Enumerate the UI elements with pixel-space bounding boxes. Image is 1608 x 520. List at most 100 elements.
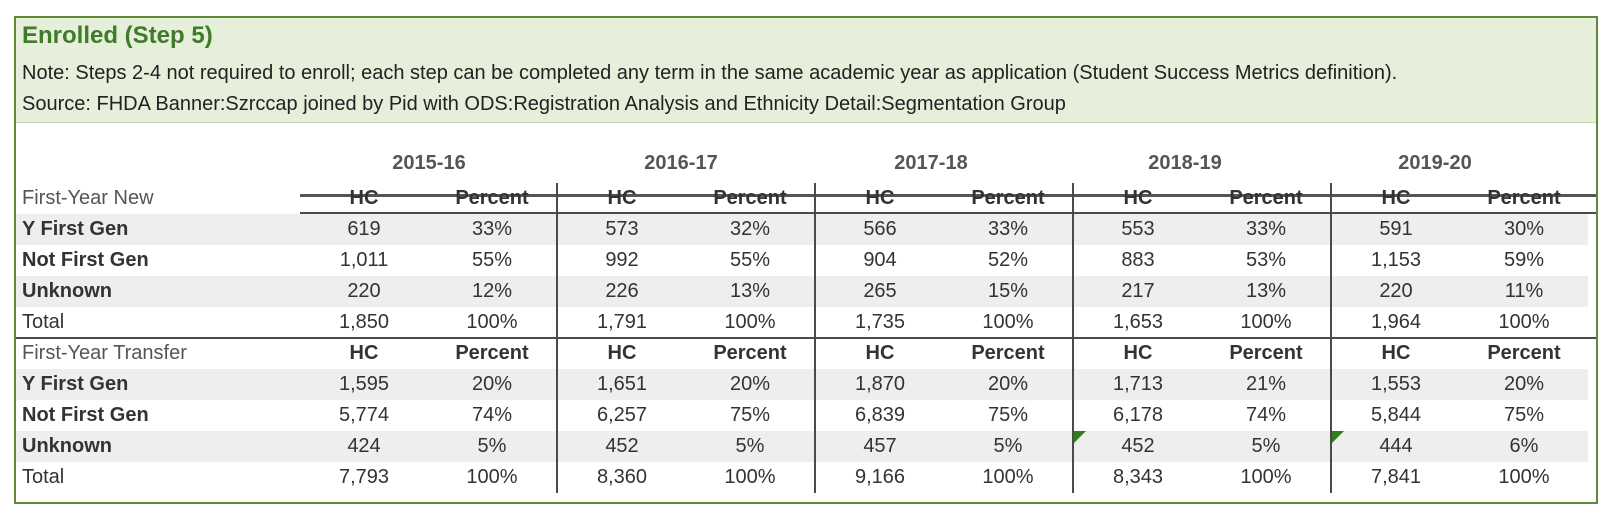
cell-percent: 74% [1245,404,1287,426]
cell-hc: 444 [1330,431,1460,462]
year-header-2015-16: 2015-16 [392,152,466,174]
cell-hc: 1,011 [339,249,389,271]
year-header-2016-17: 2016-17 [644,152,718,174]
cell-percent: 52% [987,249,1029,271]
cell-percent: 75% [987,404,1029,426]
cell-hc: 573 [556,214,686,245]
table-row-total: Total 7,793 100% 8,360 100% 9,166 100% 8… [16,462,1588,493]
cell-hc: 591 [1330,214,1460,245]
report-frame: Enrolled (Step 5) Note: Steps 2-4 not re… [14,16,1598,504]
cell-hc: 6,839 [814,400,944,431]
row-label: Total [22,311,65,333]
cell-hc: 553 [1072,214,1202,245]
enrollment-table: First-Year New HC Percent HC Percent HC … [16,183,1588,493]
cell-hc: 883 [1072,245,1202,276]
section-divider [16,337,1596,339]
cell-percent: 15% [944,276,1073,307]
cell-hc: 1,791 [556,307,686,338]
col-hc: HC [556,183,686,214]
cell-hc: 1,735 [814,307,944,338]
report-note: Note: Steps 2-4 not required to enroll; … [22,62,1398,84]
cell-hc: 5,774 [338,404,390,426]
cell-percent: 30% [1460,214,1588,245]
cell-percent: 33% [944,214,1073,245]
row-label: Not First Gen [22,249,149,271]
cell-hc: 904 [814,245,944,276]
cell-hc: 619 [300,214,428,245]
cell-hc: 1,595 [300,369,428,400]
cell-hc: 1,713 [1072,369,1202,400]
cell-percent: 55% [471,249,513,271]
year-header-2017-18: 2017-18 [894,152,968,174]
cell-percent: 32% [686,214,815,245]
col-percent: Percent [713,342,787,364]
cell-hc: 1,651 [556,369,686,400]
cell-percent: 59% [1503,249,1545,271]
cell-percent: 100% [466,311,518,333]
col-hc: HC [349,342,379,364]
col-hc: HC [349,187,379,209]
col-hc: HC [1072,338,1202,369]
cell-percent: 13% [686,276,815,307]
col-percent: Percent [1487,187,1561,209]
year-header-2018-19: 2018-19 [1148,152,1222,174]
cell-hc: 8,343 [1072,462,1202,493]
year-header-2019-20: 2019-20 [1398,152,1472,174]
table-row-total: Total 1,850 100% 1,791 100% 1,735 100% 1… [16,307,1588,338]
cell-hc: 6,257 [556,400,686,431]
cell-hc: 1,553 [1330,369,1460,400]
cell-percent: 100% [982,311,1034,333]
year-header-rule [300,194,1596,197]
cell-percent: 6% [1460,431,1588,462]
cell-percent: 100% [982,466,1034,488]
row-label: Unknown [16,431,300,462]
col-percent: Percent [1229,342,1303,364]
cell-hc: 1,870 [814,369,944,400]
col-hc: HC [1072,183,1202,214]
cell-hc: 992 [556,245,686,276]
cell-hc: 7,841 [1330,462,1460,493]
col-hc: HC [1330,338,1460,369]
col-percent: Percent [971,342,1045,364]
cell-percent: 5% [686,431,815,462]
cell-hc: 424 [300,431,428,462]
section-header-row: First-Year New HC Percent HC Percent HC … [16,183,1588,214]
cell-hc: 217 [1072,276,1202,307]
table-row: Unknown 424 5% 452 5% 457 5% 452 5% 444 … [16,431,1588,462]
cell-hc: 226 [556,276,686,307]
cell-percent: 33% [428,214,557,245]
column-header-rule [300,212,1596,214]
cell-percent: 55% [729,249,771,271]
cell-percent: 100% [466,466,518,488]
comment-marker-icon [1333,431,1344,443]
cell-percent: 100% [1498,466,1550,488]
cell-hc: 220 [300,276,428,307]
col-hc: HC [556,338,686,369]
cell-hc: 220 [1330,276,1460,307]
col-percent: Percent [455,187,529,209]
cell-percent: 5% [944,431,1073,462]
cell-percent: 75% [729,404,771,426]
cell-hc: 452 [1072,431,1202,462]
cell-percent: 100% [1498,311,1550,333]
col-hc: HC [1330,183,1460,214]
report-source: Source: FHDA Banner:Szrccap joined by Pi… [22,93,1066,115]
row-label: Unknown [16,276,300,307]
cell-hc-text: 452 [1121,435,1155,457]
row-label: Y First Gen [16,369,300,400]
cell-percent: 20% [1460,369,1588,400]
cell-hc: 5,844 [1330,400,1460,431]
comment-marker-icon [1075,431,1086,443]
cell-hc: 6,178 [1072,400,1202,431]
section-label: First-Year Transfer [22,342,187,364]
row-label: Y First Gen [16,214,300,245]
cell-percent: 11% [1460,276,1588,307]
cell-percent: 20% [686,369,815,400]
cell-percent: 20% [944,369,1073,400]
cell-hc: 1,153 [1330,245,1460,276]
col-hc: HC [814,183,944,214]
cell-percent: 12% [428,276,557,307]
section-header-row: First-Year Transfer HC Percent HC Percen… [16,338,1588,369]
cell-hc: 1,850 [338,311,390,333]
cell-hc: 452 [556,431,686,462]
